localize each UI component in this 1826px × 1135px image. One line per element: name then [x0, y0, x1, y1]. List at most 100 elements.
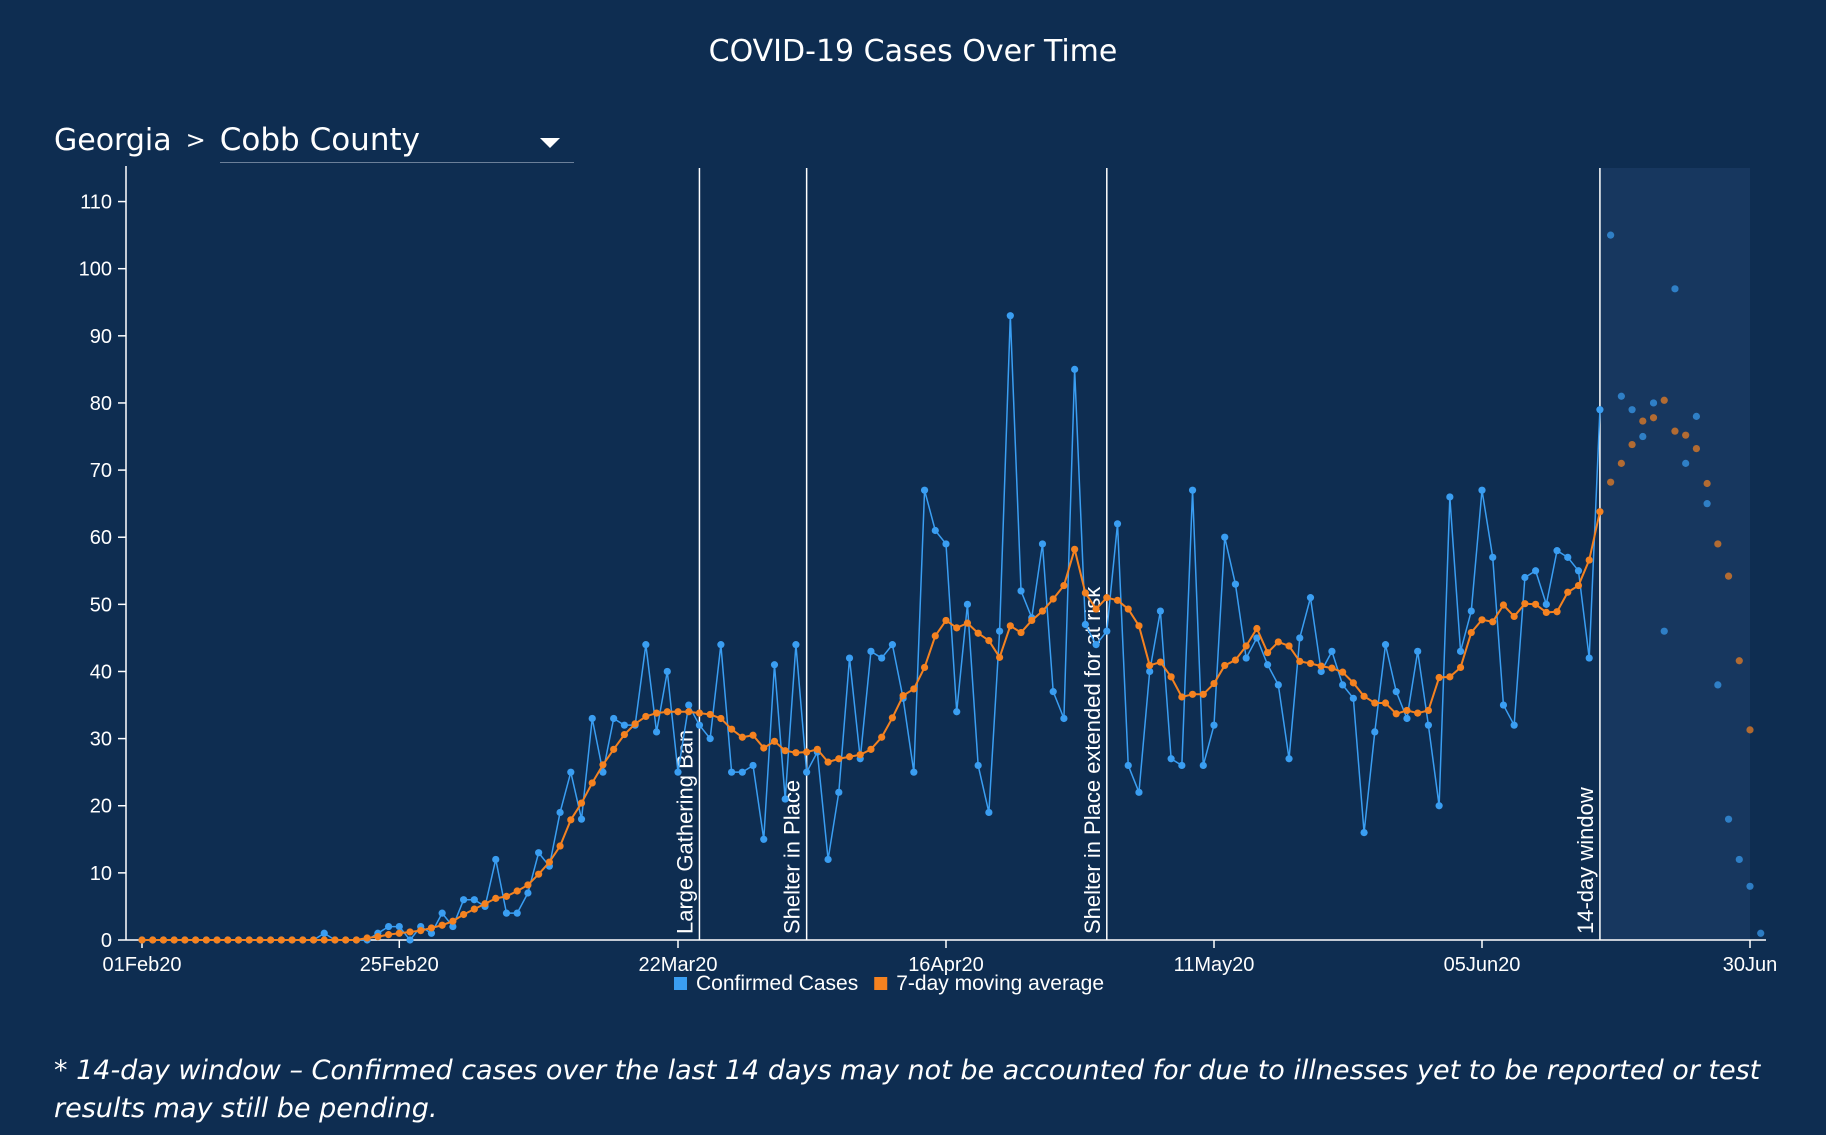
moving-average-point — [299, 936, 307, 944]
confirmed-cases-point — [824, 855, 832, 864]
caret-down-icon[interactable] — [539, 137, 560, 148]
confirmed-cases-point — [438, 909, 446, 917]
confirmed-cases-point — [1296, 634, 1304, 642]
confirmed-cases-point — [513, 909, 521, 917]
county-dropdown[interactable]: Cobb County — [219, 118, 574, 163]
moving-average-point — [1607, 478, 1615, 486]
moving-average-point — [406, 928, 414, 936]
moving-average-point — [728, 725, 736, 733]
moving-average-point — [1017, 628, 1025, 637]
confirmed-cases-point — [384, 922, 393, 931]
moving-average-point — [1660, 396, 1668, 404]
moving-average-point — [663, 708, 671, 716]
moving-average-point — [470, 905, 478, 913]
moving-average-point — [1714, 540, 1722, 548]
moving-average-point — [352, 936, 360, 944]
moving-average-point — [910, 685, 918, 693]
confirmed-cases-point — [1478, 486, 1486, 494]
confirmed-cases-point — [1692, 412, 1700, 420]
confirmed-cases-point — [738, 768, 746, 776]
annotation-label: Shelter in Place — [780, 780, 805, 934]
confirmed-cases-point — [770, 661, 779, 669]
moving-average-point — [567, 816, 575, 824]
moving-average-point — [824, 758, 832, 766]
y-tick-label: 30 — [90, 729, 112, 751]
moving-average-point — [942, 616, 950, 625]
confirmed-cases-point — [1242, 654, 1250, 662]
moving-average-point — [920, 663, 929, 672]
confirmed-cases-point — [996, 627, 1004, 635]
moving-average-point — [1435, 673, 1443, 682]
moving-average-point — [781, 747, 789, 755]
confirmed-cases-point — [1017, 587, 1025, 595]
moving-average-point — [685, 708, 693, 716]
moving-average-point — [545, 858, 553, 866]
moving-average-point — [1639, 417, 1647, 425]
moving-average-point — [1317, 662, 1325, 670]
footnote: * 14-day window – Confirmed cases over t… — [54, 1055, 1761, 1124]
confirmed-cases-point — [427, 929, 436, 937]
confirmed-cases-point — [1596, 406, 1604, 414]
moving-average-point — [374, 933, 382, 941]
confirmed-cases-point — [1049, 688, 1057, 696]
moving-average-point — [524, 881, 532, 889]
moving-average-point — [599, 761, 607, 769]
y-tick-label: 80 — [90, 393, 112, 415]
confirmed-cases-point — [1274, 681, 1282, 689]
moving-average-point — [1135, 622, 1143, 630]
confirmed-cases-point — [1714, 681, 1722, 689]
moving-average-point — [878, 733, 886, 741]
moving-average-point — [1199, 690, 1207, 698]
moving-average-point — [706, 710, 714, 719]
confirmed-cases-point — [1703, 500, 1711, 508]
moving-average-point — [363, 934, 371, 942]
moving-average-point — [202, 936, 210, 944]
confirmed-cases-point — [1339, 681, 1347, 689]
confirmed-cases-point — [845, 654, 854, 662]
moving-average-point — [1210, 679, 1218, 688]
confirmed-cases-point — [1360, 828, 1368, 837]
confirmed-cases-point — [663, 667, 671, 676]
confirmed-cases-point — [599, 768, 607, 776]
confirmed-cases-point — [706, 735, 714, 743]
moving-average-point — [1060, 581, 1068, 590]
y-tick-label: 50 — [90, 594, 112, 616]
confirmed-cases-point — [610, 714, 618, 723]
moving-average-legend-swatch — [874, 977, 888, 990]
confirmed-cases-legend-label: Confirmed Cases — [696, 972, 858, 995]
confirmed-cases-point — [963, 600, 972, 608]
confirmed-cases-point — [760, 835, 768, 843]
confirmed-cases-point — [449, 922, 457, 931]
confirmed-cases-point — [567, 768, 575, 776]
moving-average-point — [738, 733, 746, 741]
x-tick-label: 01Feb20 — [103, 954, 182, 976]
moving-average-point — [181, 936, 189, 944]
confirmed-cases-point — [1188, 486, 1197, 494]
breadcrumb-state[interactable]: Georgia — [54, 122, 172, 158]
moving-average-point — [1156, 658, 1164, 666]
moving-average-point — [610, 745, 618, 753]
moving-average-point — [792, 749, 800, 757]
confirmed-cases-point — [674, 768, 682, 776]
confirmed-cases-point — [1221, 533, 1229, 541]
y-tick-label: 100 — [79, 259, 112, 281]
window-shade — [1599, 168, 1750, 940]
moving-average-point — [1113, 596, 1122, 604]
confirmed-cases-point — [1724, 815, 1733, 823]
confirmed-cases-point — [395, 922, 403, 931]
y-tick-label: 0 — [101, 930, 112, 952]
confirmed-cases-point — [1124, 761, 1132, 770]
moving-average-point — [985, 636, 993, 645]
moving-average-point — [1028, 616, 1036, 625]
confirmed-cases-point — [652, 728, 661, 736]
confirmed-cases-point — [1071, 365, 1079, 373]
confirmed-cases-point — [1178, 761, 1186, 770]
moving-average-point — [888, 714, 897, 722]
moving-average-point — [1746, 726, 1754, 734]
moving-average-point — [1456, 663, 1465, 672]
moving-average-point — [620, 730, 629, 739]
annotation-label: 14-day window — [1573, 787, 1598, 934]
confirmed-cases-point — [835, 788, 843, 796]
confirmed-cases-point — [1081, 620, 1089, 629]
moving-average-point — [1564, 588, 1572, 596]
